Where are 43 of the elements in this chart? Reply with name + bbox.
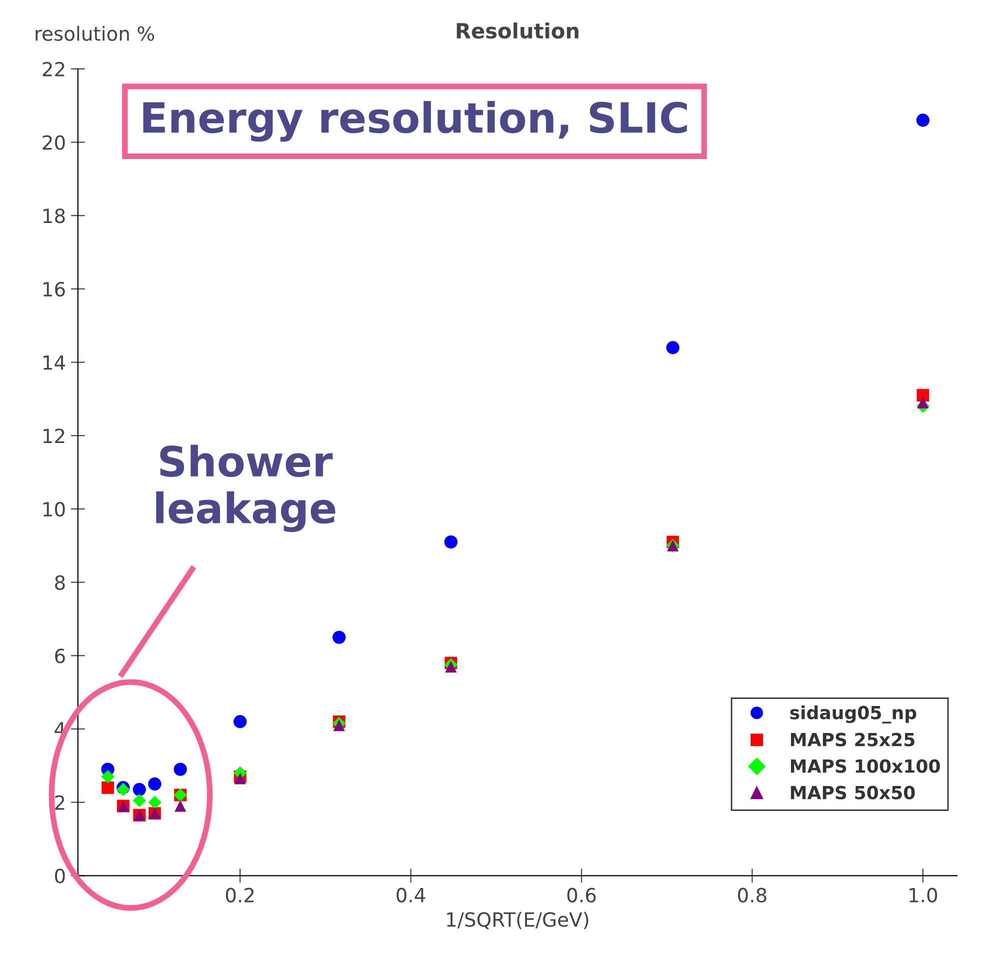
x-axis-title: 1/SQRT(E/GeV): [447, 912, 588, 930]
y-tick-label: 20: [42, 135, 65, 150]
legend-label: MAPS 50x50: [790, 786, 915, 800]
point: [234, 772, 246, 784]
x-tick-label: 0.8: [738, 888, 766, 903]
point: [102, 781, 114, 794]
chart-title: Resolution: [456, 22, 578, 39]
x-tick-label: 0.2: [226, 888, 254, 903]
annotation: Shower leakage: [156, 444, 336, 532]
annotation: Energy resolution, SLIC: [143, 101, 687, 142]
point: [132, 782, 146, 796]
y-tick-label: 12: [44, 428, 64, 443]
point: [132, 794, 146, 808]
x-tick-label: 1.0: [910, 888, 938, 903]
y-tick-label: 8: [55, 575, 65, 590]
legend-label: MAPS 25x25: [790, 732, 914, 746]
point: [916, 114, 930, 127]
point: [148, 777, 162, 791]
legend-label: sidaug05_np: [790, 705, 916, 724]
point: [333, 719, 345, 732]
point: [332, 630, 346, 644]
y-tick-label: 14: [44, 355, 66, 370]
point: [101, 770, 114, 784]
legend-label: MAPS 100x100: [790, 759, 940, 773]
point: [444, 535, 458, 549]
y-tick-label: 16: [44, 282, 65, 297]
x-tick-label: 0.4: [396, 888, 426, 903]
point: [148, 796, 162, 809]
y-tick-label: 22: [42, 62, 64, 76]
y-tick-label: 6: [55, 648, 65, 664]
y-tick-label: 0: [55, 868, 65, 884]
y-tick-label: 18: [44, 208, 65, 224]
point: [234, 715, 247, 728]
point: [666, 341, 680, 354]
y-tick-label: 10: [44, 502, 65, 517]
y-tick-label: 2: [55, 795, 64, 810]
point: [917, 396, 929, 408]
point: [174, 800, 186, 812]
x-tick-label: 0.6: [567, 888, 596, 903]
point: [174, 762, 187, 776]
point: [445, 660, 457, 672]
y-axis-title: resolution %: [36, 26, 154, 41]
point: [916, 389, 930, 402]
